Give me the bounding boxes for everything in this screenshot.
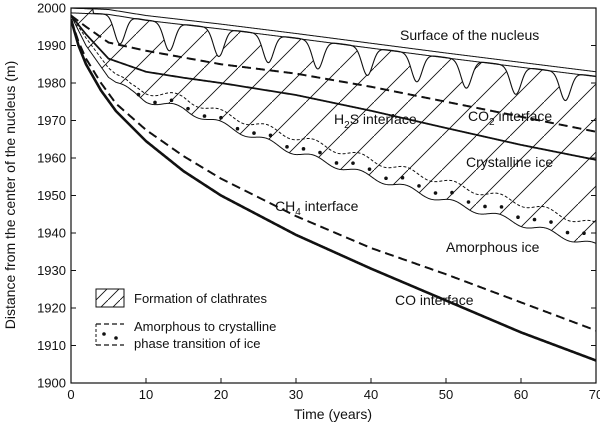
- transition-dot: [219, 115, 223, 120]
- y-axis-title: Distance from the center of the nucleus …: [2, 61, 18, 329]
- transition-dot: [400, 175, 405, 180]
- transition-dot: [318, 150, 322, 155]
- y-tick-label: 1990: [37, 38, 66, 53]
- transition-dot: [582, 231, 586, 236]
- transition-dot: [466, 200, 471, 204]
- transition-dot: [384, 176, 388, 181]
- y-tick-label: 2000: [37, 1, 66, 16]
- surface-inner-line: [71, 12, 596, 78]
- transition-dot: [549, 220, 553, 224]
- transition-dot: [186, 106, 190, 111]
- transition-dot: [252, 131, 256, 135]
- legend-transition-label-2: phase transition of ice: [134, 336, 260, 351]
- transition-dot: [235, 126, 240, 131]
- clathrate-region: [71, 8, 596, 244]
- annotation-co2: CO2 interface: [468, 108, 552, 128]
- transition-dot: [169, 98, 174, 103]
- transition-dot: [153, 100, 157, 105]
- x-tick-label: 60: [514, 387, 528, 402]
- series-line-amorphous-ice: [71, 15, 596, 244]
- transition-dot: [334, 161, 339, 165]
- x-tick-label: 10: [139, 387, 153, 402]
- transition-dot: [136, 92, 141, 97]
- transition-dot: [532, 217, 537, 222]
- transition-dot: [433, 191, 438, 195]
- x-tick-label: 30: [289, 387, 303, 402]
- transition-dot: [301, 147, 306, 151]
- transition-dot: [351, 161, 355, 165]
- y-tick-label: 1980: [37, 76, 66, 91]
- annotation-h2s: H2S interface: [334, 111, 417, 131]
- x-tick-label: 70: [589, 387, 600, 402]
- series-line-h2s-interface: [71, 14, 596, 161]
- y-tick-label: 1930: [37, 263, 66, 278]
- x-tick-label: 20: [214, 387, 228, 402]
- transition-dot: [499, 205, 504, 209]
- y-tick-label: 1910: [37, 338, 66, 353]
- legend-transition-label-1: Amorphous to crystalline: [134, 319, 276, 334]
- series-line-co2-interface: [71, 14, 596, 133]
- y-tick-label: 1970: [37, 113, 66, 128]
- legend: Formation of clathrates Amorphous to cry…: [95, 288, 276, 351]
- annotation-crystalline: Crystalline ice: [466, 154, 553, 170]
- series-line-co-interface: [71, 18, 596, 362]
- transition-dot: [516, 215, 520, 220]
- y-tick-label: 1940: [37, 226, 66, 241]
- transition-dot: [417, 184, 421, 188]
- y-tick-label: 1950: [37, 188, 66, 203]
- legend-clathrates-swatch: [95, 288, 125, 308]
- annotation-amorphous: Amorphous ice: [446, 239, 540, 255]
- series-line-crystalline-ice: [71, 15, 596, 223]
- transition-dot: [483, 204, 487, 209]
- x-tick-label: 50: [439, 387, 453, 402]
- transition-dot: [565, 230, 570, 235]
- annotation-ch4: CH4 interface: [275, 198, 359, 218]
- transition-dot: [367, 167, 372, 171]
- transition-dot: [450, 190, 454, 195]
- legend-clathrates-label: Formation of clathrates: [134, 291, 267, 306]
- x-axis-title: Time (years): [294, 406, 372, 422]
- y-tick-label: 1900: [37, 376, 66, 391]
- annotation-co: CO interface: [395, 292, 474, 308]
- transition-dot: [268, 133, 273, 138]
- x-tick-label: 0: [67, 387, 74, 402]
- transition-dot: [285, 145, 289, 149]
- series-line-ch4-interface: [71, 18, 596, 332]
- series-line-surface-of-the-nucleus: [71, 8, 596, 73]
- x-tick-label: 40: [364, 387, 378, 402]
- legend-transition-swatch: [95, 323, 124, 346]
- y-tick-label: 1920: [37, 301, 66, 316]
- y-tick-label: 1960: [37, 151, 66, 166]
- transition-dot: [202, 114, 207, 118]
- annotation-surface: Surface of the nucleus: [400, 27, 539, 43]
